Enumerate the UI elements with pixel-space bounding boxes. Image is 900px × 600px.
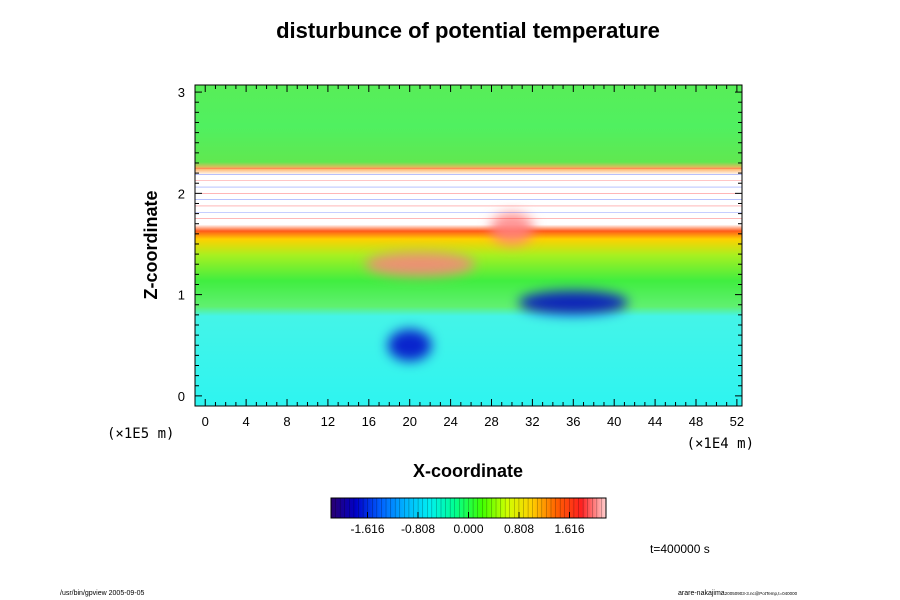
x-tick-label: 0 (202, 414, 209, 429)
colorbar-tick-label: 0.000 (453, 522, 483, 536)
field-feature-1 (387, 329, 432, 362)
y-tick-label: 3 (178, 85, 185, 100)
x-tick-label: 8 (283, 414, 290, 429)
colorbar-tick-label: 0.808 (504, 522, 534, 536)
colorbar-tick-label: -0.808 (401, 522, 435, 536)
footer-left: /usr/bin/gpview 2005-09-05 (60, 590, 145, 597)
x-scale-label: (×1E4 m) (687, 436, 754, 452)
colorbar-tick-label: -1.616 (350, 522, 384, 536)
footer-right-main: arare-nakajima (678, 590, 725, 597)
field-features (364, 212, 629, 362)
x-tick-label: 36 (566, 414, 580, 429)
field-feature-2 (364, 252, 475, 277)
colorbar-divisions (335, 498, 602, 518)
time-label: t=400000 s (650, 542, 710, 556)
y-scale-label: (×1E5 m) (107, 426, 174, 442)
field-feature-3 (489, 212, 534, 245)
plot-frame (194, 84, 743, 407)
x-tick-label: 48 (689, 414, 703, 429)
plot-area (195, 85, 742, 406)
x-tick-label: 4 (243, 414, 250, 429)
y-tick-label: 1 (178, 288, 185, 303)
x-tick-label: 44 (648, 414, 662, 429)
footer-right-small: 20050903-3.nc@PotTemp,t=040000 (725, 591, 798, 596)
colorbar-ticks: -1.616 -0.808 0.000 0.808 1.616 (350, 512, 585, 536)
x-tick-label: 40 (607, 414, 621, 429)
x-tick-label: 20 (402, 414, 416, 429)
field-background (195, 85, 742, 406)
y-tick-label: 0 (178, 389, 185, 404)
white-streaks (195, 167, 742, 219)
chart-title: disturbunce of potential temperature (276, 18, 660, 43)
colorbar-tick-label: 1.616 (554, 522, 584, 536)
field-feature-0 (518, 290, 629, 315)
x-tick-label: 52 (730, 414, 744, 429)
y-tick-label: 2 (178, 186, 185, 201)
x-tick-label: 24 (443, 414, 457, 429)
y-axis-label: Z-coordinate (141, 190, 161, 299)
x-axis-label: X-coordinate (413, 461, 523, 481)
x-tick-label: 16 (362, 414, 376, 429)
x-tick-label: 32 (525, 414, 539, 429)
x-tick-label: 12 (321, 414, 335, 429)
x-tick-label: 28 (484, 414, 498, 429)
footer-right: arare-nakajima20050903-3.nc@PotTemp,t=04… (678, 590, 798, 597)
